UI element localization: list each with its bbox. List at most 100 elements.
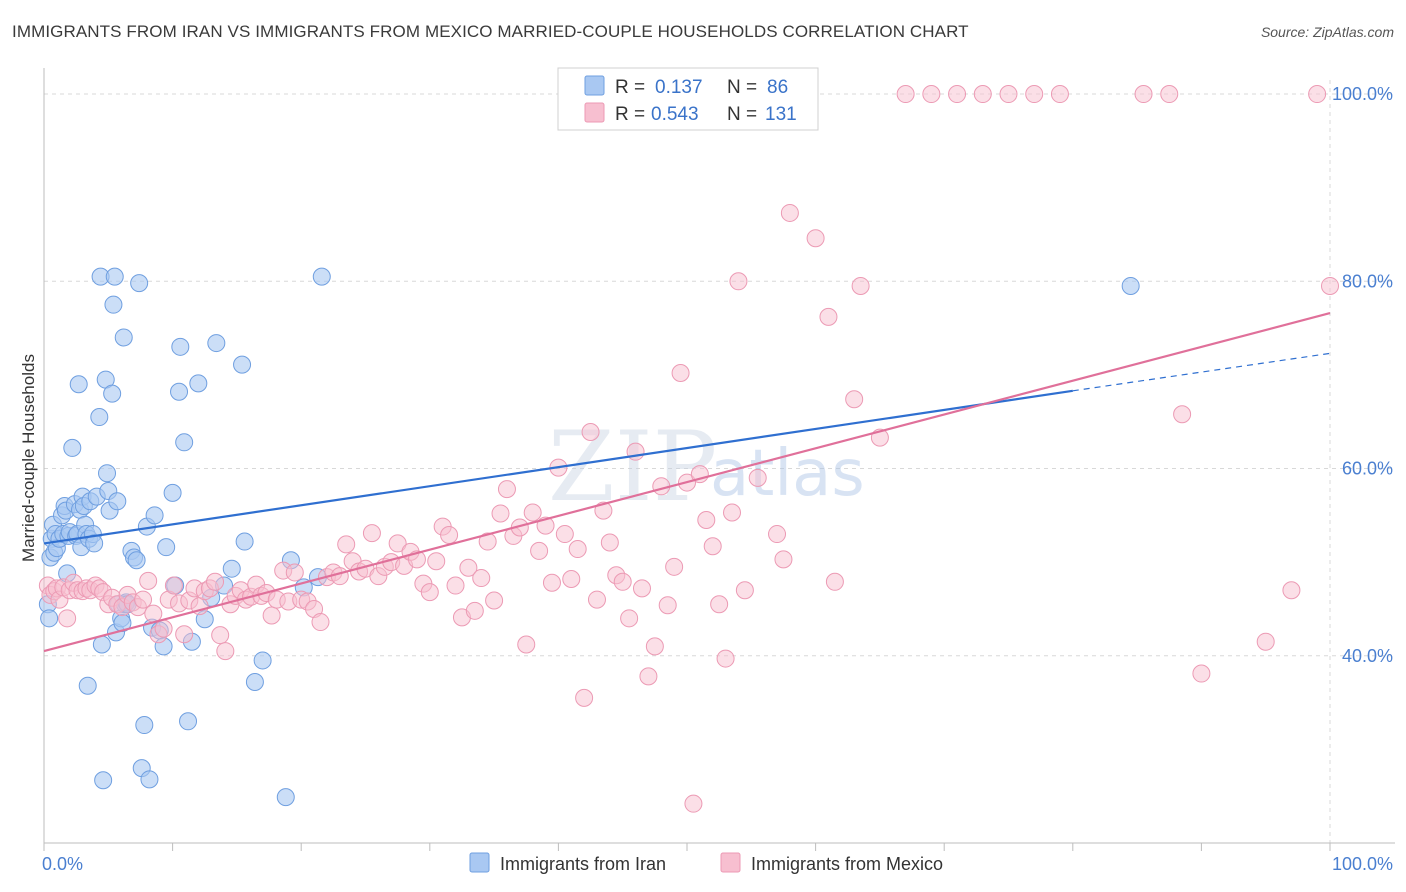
mexico-point [530, 541, 549, 560]
mexico-point [806, 229, 825, 248]
mexico-point [819, 307, 838, 326]
mexico-point [134, 590, 153, 609]
mexico-point [542, 573, 561, 592]
iran-point [114, 328, 133, 347]
top-legend: R = 0.137 N = 86 R = 0.543 N = 131 [557, 67, 819, 131]
mexico-point [465, 601, 484, 620]
iran-point [135, 716, 154, 735]
legend-swatch-iran [584, 75, 605, 96]
legend-n-value-mexico: 131 [765, 104, 797, 125]
source-label: Source: ZipAtlas.com [1260, 24, 1394, 40]
iran-point [105, 267, 124, 286]
mexico-point [780, 203, 799, 222]
mexico-point [1173, 405, 1192, 424]
mexico-point [164, 576, 183, 595]
iran-point [69, 375, 88, 394]
mexico-point [262, 606, 281, 625]
mexico-point [973, 85, 992, 104]
legend-r-label-mexico: R = [615, 104, 645, 125]
iran-point [103, 384, 122, 403]
mexico-point [748, 468, 767, 487]
bottom-legend-label-mexico: Immigrants from Mexico [751, 854, 943, 874]
mexico-point [825, 572, 844, 591]
mexico-point [716, 649, 735, 668]
iran-point [127, 551, 146, 570]
iran-point [253, 651, 272, 670]
y-tick-label: 80.0% [1342, 271, 1393, 291]
mexico-point [723, 503, 742, 522]
iran-point [276, 788, 295, 807]
iran-point [92, 635, 111, 654]
mexico-point [285, 563, 304, 582]
iran-point [90, 408, 109, 427]
mexico-point [472, 569, 491, 588]
mexico-point [768, 525, 787, 544]
mexico-point [1025, 85, 1044, 104]
mexico-point [440, 525, 459, 544]
mexico-point [211, 626, 230, 645]
y-tick-label: 60.0% [1342, 459, 1393, 479]
mexico-point [330, 567, 349, 586]
iran-point [170, 382, 189, 401]
mexico-point [337, 535, 356, 554]
legend-n-label-mexico: N = [727, 104, 757, 125]
mexico-point [735, 581, 754, 600]
mexico-point [1321, 276, 1339, 295]
mexico-point [851, 276, 870, 295]
mexico-point [362, 524, 381, 543]
iran-point [245, 672, 264, 691]
mexico-point [845, 390, 864, 409]
legend-n-label-iran: N = [727, 77, 757, 98]
iran-point [63, 438, 82, 457]
mexico-point [1160, 85, 1179, 104]
iran-point [175, 433, 194, 452]
mexico-point [581, 423, 600, 442]
mexico-point [1050, 85, 1069, 104]
bottom-legend-label-iran: Immigrants from Iran [500, 854, 666, 874]
bottom-legend-swatch-mexico [720, 852, 741, 873]
mexico-point [645, 637, 664, 656]
mexico-point [497, 480, 516, 499]
bottom-legend: Immigrants from Iran Immigrants from Mex… [469, 852, 943, 874]
watermark-zip: ZIP [548, 411, 717, 523]
mexico-point [485, 591, 504, 610]
iran-point [189, 374, 208, 393]
x-tick-label: 0.0% [42, 854, 83, 874]
mexico-point [216, 642, 235, 661]
mexico-point [639, 667, 658, 686]
mexico-point [175, 625, 194, 644]
y-tick-label: 100.0% [1332, 84, 1393, 104]
legend-swatch-mexico [584, 102, 605, 123]
iran-trendline-extension [1072, 352, 1331, 392]
mexico-point [999, 85, 1018, 104]
iran-point [130, 274, 149, 293]
mexico-point [562, 569, 581, 588]
mexico-point [388, 534, 407, 553]
iran-point [108, 492, 127, 511]
mexico-point [729, 272, 748, 291]
mexico-point [658, 596, 677, 615]
iran-point [1121, 276, 1140, 295]
mexico-point [206, 572, 225, 591]
mexico-point [703, 537, 722, 556]
iran-point [222, 559, 241, 578]
iran-point [94, 771, 113, 790]
iran-point [312, 267, 331, 286]
iran-point [207, 334, 226, 353]
trendlines [43, 312, 1331, 653]
mexico-point [555, 525, 574, 544]
legend-r-value-iran: 0.137 [655, 77, 703, 98]
mexico-point [1192, 664, 1211, 683]
bottom-legend-swatch-iran [469, 852, 490, 873]
mexico-point [568, 540, 587, 559]
x-tick-label: 100.0% [1332, 854, 1393, 874]
mexico-point [697, 511, 716, 530]
mexico-point [491, 504, 510, 523]
mexico-point [1134, 85, 1153, 104]
iran-point [235, 532, 254, 551]
mexico-point [710, 595, 729, 614]
mexico-point [632, 579, 651, 598]
legend-r-value-mexico: 0.543 [651, 104, 699, 125]
mexico-point [478, 532, 497, 551]
